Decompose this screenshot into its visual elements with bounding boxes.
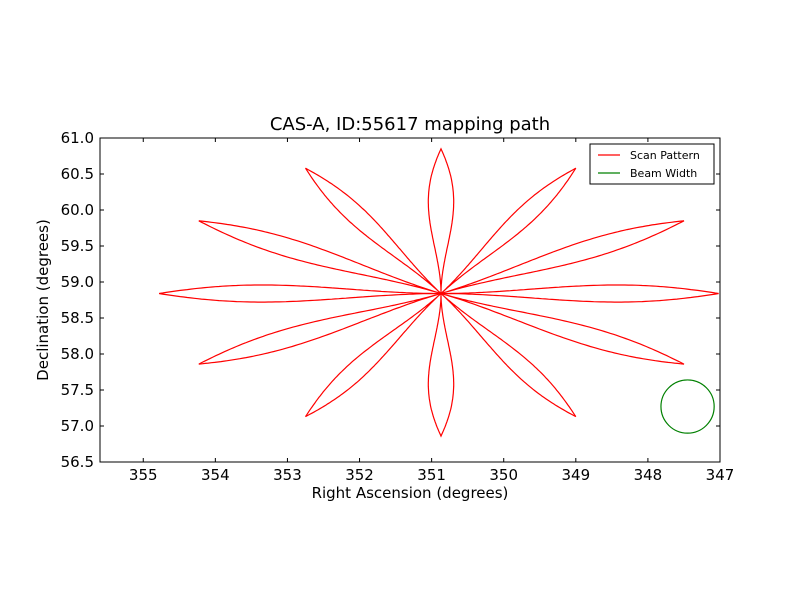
series-layer	[158, 147, 719, 438]
y-tick-label: 57.5	[61, 381, 94, 399]
x-tick-label: 353	[273, 466, 302, 484]
beam-width-circle	[660, 379, 715, 434]
legend: Scan Pattern Beam Width	[589, 143, 715, 185]
y-tick-label: 58.5	[61, 309, 94, 327]
x-tick-label: 347	[706, 466, 735, 484]
x-tick-label: 355	[129, 466, 158, 484]
scan-petal-7	[305, 293, 442, 418]
x-axis-label: Right Ascension (degrees)	[312, 484, 509, 502]
scan-petal-4	[440, 292, 685, 365]
scan-petal-0	[427, 147, 455, 294]
x-tick-label: 349	[561, 466, 590, 484]
scan-petal-11	[304, 167, 442, 294]
x-tick-label: 350	[489, 466, 518, 484]
scan-petal-8	[198, 292, 442, 365]
x-tick-label: 351	[417, 466, 446, 484]
legend-box	[589, 143, 715, 185]
y-tick-label: 59.5	[61, 237, 94, 255]
legend-label-beam-width: Beam Width	[630, 167, 697, 180]
chart-title: CAS-A, ID:55617 mapping path	[270, 114, 550, 135]
y-tick-label: 56.5	[61, 453, 94, 471]
y-axis-label: Declination (degrees)	[34, 219, 52, 381]
y-axis: 56.5 57.0 57.5 58.0 58.5 59.0 59.5 60.0 60.5 61.0	[61, 129, 720, 471]
scan-petal-3	[441, 284, 719, 303]
y-tick-label: 60.5	[61, 165, 94, 183]
scan-petal-9	[158, 284, 441, 303]
scan-petal-6	[427, 293, 455, 438]
y-tick-label: 57.0	[61, 417, 94, 435]
y-tick-label: 59.0	[61, 273, 94, 291]
plot-frame	[99, 137, 721, 463]
x-tick-label: 352	[345, 466, 374, 484]
scan-petal-10	[198, 220, 442, 295]
scan-petal-2	[440, 220, 685, 295]
scan-petal-1	[440, 167, 577, 294]
y-tick-label: 58.0	[61, 345, 94, 363]
legend-label-scan-pattern: Scan Pattern	[630, 149, 700, 162]
y-tick-label: 61.0	[61, 129, 94, 147]
x-tick-label: 354	[201, 466, 230, 484]
scan-petal-5	[440, 293, 577, 418]
x-tick-label: 348	[634, 466, 663, 484]
x-axis: 355 354 353 352 351 350 349 348 347	[129, 138, 734, 484]
y-tick-label: 60.0	[61, 201, 94, 219]
